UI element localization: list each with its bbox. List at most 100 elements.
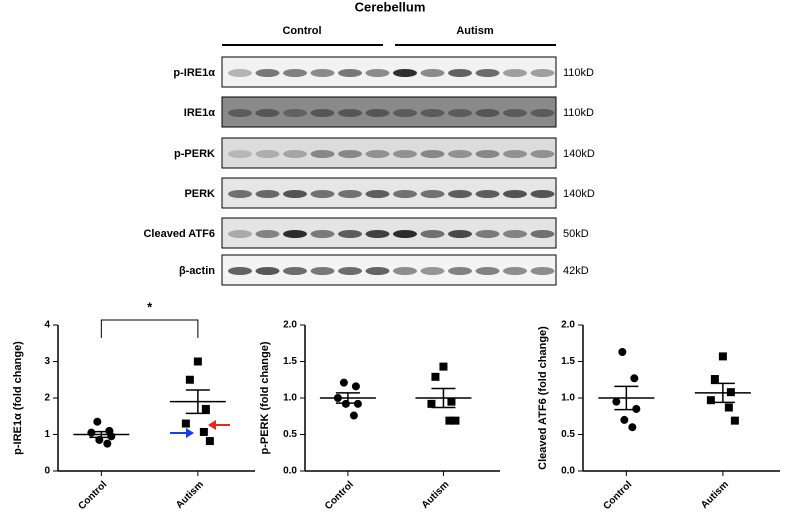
blot-size-label: 110kD [563, 107, 594, 119]
blot-band [475, 150, 500, 158]
blot-band [255, 69, 280, 77]
blot-band [338, 69, 362, 77]
blot-band [393, 230, 417, 238]
blot-band [393, 150, 417, 158]
x-tick-label: Autism [699, 479, 731, 511]
blot-band [338, 267, 362, 275]
blot-band [255, 230, 280, 238]
y-tick-label: 1 [44, 429, 50, 440]
blot-band [310, 69, 335, 77]
y-tick-label: 0 [44, 466, 50, 477]
blot-band [310, 230, 335, 238]
x-tick-label: Control [76, 479, 109, 512]
y-tick-label: 1.5 [283, 356, 297, 367]
blot-band [475, 109, 500, 117]
blot-band [228, 267, 252, 275]
y-tick-label: 0.0 [561, 466, 575, 477]
data-point [628, 423, 637, 432]
data-point [630, 374, 639, 383]
blot-band [530, 190, 555, 198]
data-point [87, 428, 96, 437]
y-tick-label: 1.5 [561, 356, 575, 367]
blot-band [393, 267, 417, 275]
data-point [349, 411, 358, 420]
blot-band [503, 190, 527, 198]
data-point [93, 417, 102, 426]
data-point [706, 396, 715, 405]
data-point [181, 419, 190, 428]
blot-band [365, 267, 390, 275]
blot-band [338, 190, 362, 198]
blot-band [448, 267, 472, 275]
data-point [451, 416, 460, 425]
blot-band [530, 109, 555, 117]
blot-band [338, 109, 362, 117]
blot-band [255, 190, 280, 198]
blot-band [365, 190, 390, 198]
blot-band [475, 69, 500, 77]
blot-band [365, 69, 390, 77]
blot-band [503, 267, 527, 275]
data-point [103, 439, 112, 448]
blot-size-label: 110kD [563, 67, 594, 79]
data-point [193, 357, 202, 366]
y-tick-label: 0.0 [283, 466, 297, 477]
blot-band [255, 267, 280, 275]
blot-band [420, 230, 445, 238]
blot-band [420, 150, 445, 158]
blot-band [448, 109, 472, 117]
data-point [439, 362, 448, 371]
blot-band [283, 230, 307, 238]
data-point [205, 437, 214, 446]
blot-band [283, 190, 307, 198]
blot-band [283, 267, 307, 275]
blot-band [365, 230, 390, 238]
arrows [170, 420, 230, 438]
blot-band [283, 150, 307, 158]
blot-size-label: 140kD [563, 148, 595, 160]
blot-band [338, 150, 362, 158]
blot-band [228, 150, 252, 158]
y-tick-label: 2 [44, 393, 50, 404]
blot-band [448, 150, 472, 158]
y-axis-label: Cleaved ATF6 (fold change) [537, 326, 549, 470]
y-tick-label: 2.0 [561, 320, 575, 331]
y-tick-label: 2.0 [283, 320, 297, 331]
blot-size-label: 140kD [563, 188, 595, 200]
x-tick-label: Control [601, 479, 634, 512]
blot-band [420, 109, 445, 117]
blot-band [255, 150, 280, 158]
data-point [618, 348, 627, 357]
blot-band [503, 109, 527, 117]
blot-band [365, 109, 390, 117]
group-label: Control [282, 25, 321, 37]
blot-row-label: p-PERK [174, 148, 215, 160]
significance-label: * [147, 299, 153, 314]
x-tick-label: Autism [174, 479, 206, 511]
y-axis-label: p-IRE1α (fold change) [12, 341, 24, 455]
blot-panel [221, 96, 557, 128]
data-point [431, 372, 440, 381]
data-point [620, 415, 629, 424]
data-point [710, 375, 719, 384]
blot-band [283, 69, 307, 77]
data-point [612, 397, 621, 406]
data-point [339, 378, 348, 387]
data-point [107, 432, 116, 441]
y-axis-label: p-PERK (fold change) [259, 341, 271, 454]
blot-band [448, 190, 472, 198]
y-tick-label: 1.0 [561, 393, 575, 404]
data-point [185, 375, 194, 384]
y-tick-label: 0.5 [283, 429, 297, 440]
blot-band [228, 230, 252, 238]
data-point [718, 352, 727, 361]
x-tick-label: Autism [420, 479, 452, 511]
data-point [351, 382, 360, 391]
blot-row-label: p-IRE1α [173, 67, 215, 79]
blot-band [475, 267, 500, 275]
blot-band [503, 69, 527, 77]
blot-row-label: β-actin [179, 265, 215, 277]
blot-band [530, 267, 555, 275]
blot-row-label: PERK [184, 188, 215, 200]
